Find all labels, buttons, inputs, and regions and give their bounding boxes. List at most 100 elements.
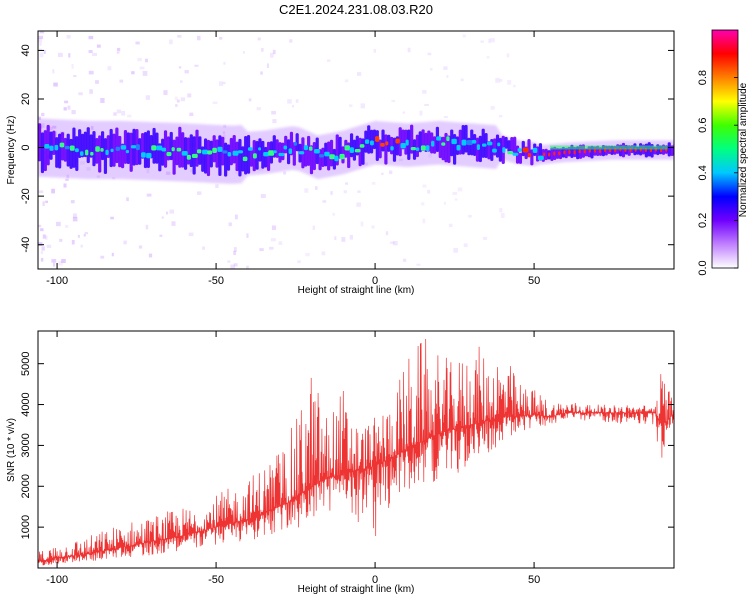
heatmap-noise-cell xyxy=(443,201,446,205)
spectrogram-frame xyxy=(37,30,675,270)
heatmap-noise-cell xyxy=(482,236,488,240)
heatmap-core-cell xyxy=(425,145,430,152)
heatmap-noise-cell xyxy=(495,77,500,83)
colorbar-gradient xyxy=(712,30,738,268)
heatmap-band-cell xyxy=(195,129,199,167)
heatmap-noise-cell xyxy=(107,66,112,71)
heatmap-noise-cell xyxy=(64,100,69,104)
heatmap-noise-cell xyxy=(63,183,67,188)
spectrogram-heatmap xyxy=(38,31,674,269)
heatmap-noise-cell xyxy=(272,49,276,55)
heatmap-core-cell xyxy=(395,138,400,144)
heatmap-core-cell xyxy=(49,145,54,151)
heatmap-noise-cell xyxy=(392,241,398,246)
heatmap-noise-cell xyxy=(137,57,142,62)
heatmap-noise-cell xyxy=(45,200,48,203)
heatmap-band-cell xyxy=(115,127,119,164)
heatmap-noise-cell xyxy=(292,104,295,108)
heatmap-noise-cell xyxy=(39,48,42,51)
heatmap-core-cell xyxy=(415,147,420,152)
colorbar-tick-label: 0.0 xyxy=(697,260,709,275)
heatmap-core-cell xyxy=(364,139,370,144)
heatmap-noise-cell xyxy=(116,47,121,52)
heatmap-noise-cell xyxy=(111,252,114,257)
heatmap-core-cell xyxy=(247,147,253,151)
snr-series-line xyxy=(38,338,674,566)
heatmap-noise-cell xyxy=(202,246,205,250)
heatmap-noise-cell xyxy=(116,51,120,54)
heatmap-noise-cell xyxy=(222,81,226,85)
heatmap-noise-cell xyxy=(360,221,364,227)
heatmap-band-cell xyxy=(281,142,285,161)
heatmap-core-cell xyxy=(492,148,497,153)
colorbar-tick-label: 0.8 xyxy=(697,70,709,85)
heatmap-noise-cell xyxy=(88,70,94,75)
heatmap-core-cell xyxy=(502,147,506,154)
heatmap-noise-cell xyxy=(77,234,80,238)
heatmap-noise-cell xyxy=(39,31,45,34)
heatmap-core-cell xyxy=(558,151,561,156)
heatmap-core-cell xyxy=(176,147,182,152)
heatmap-noise-cell xyxy=(189,112,194,117)
heatmap-core-cell xyxy=(130,145,137,149)
heatmap-noise-cell xyxy=(391,99,396,103)
heatmap-noise-cell xyxy=(180,97,186,102)
heatmap-noise-cell xyxy=(72,216,78,222)
heatmap-noise-cell xyxy=(40,257,44,262)
colorbar-tick-label: 0.6 xyxy=(697,118,709,133)
heatmap-noise-cell xyxy=(145,58,148,63)
heatmap-band-cell xyxy=(178,126,182,168)
heatmap-noise-cell xyxy=(402,258,407,262)
heatmap-band-cell xyxy=(432,136,437,154)
heatmap-noise-cell xyxy=(486,56,490,59)
heatmap-noise-cell xyxy=(65,178,69,181)
heatmap-core-cell xyxy=(100,148,104,152)
spectrogram-x-tick-label: -50 xyxy=(208,275,224,287)
heatmap-band-cell xyxy=(215,139,219,168)
heatmap-core-cell xyxy=(207,150,213,155)
heatmap-band-cell xyxy=(441,136,445,161)
heatmap-band-cell xyxy=(129,132,133,172)
heatmap-noise-cell xyxy=(389,170,393,175)
heatmap-band-cell xyxy=(266,141,271,171)
heatmap-band-cell xyxy=(507,140,511,153)
heatmap-noise-cell xyxy=(46,244,52,248)
heatmap-core-cell xyxy=(319,154,324,158)
heatmap-noise-cell xyxy=(96,44,101,48)
heatmap-core-cell xyxy=(288,148,293,154)
heatmap-noise-cell xyxy=(446,75,449,78)
heatmap-noise-cell xyxy=(38,190,44,194)
heatmap-band-cell xyxy=(146,130,150,169)
heatmap-noise-cell xyxy=(357,190,361,193)
heatmap-noise-cell xyxy=(506,53,510,58)
spectrogram-y-tick-label: -20 xyxy=(20,188,32,204)
heatmap-noise-cell xyxy=(422,218,426,224)
heatmap-core-cell xyxy=(598,148,602,153)
heatmap-noise-cell xyxy=(161,216,164,219)
heatmap-noise-cell xyxy=(121,110,126,116)
heatmap-noise-cell xyxy=(287,99,292,104)
heatmap-band-cell xyxy=(487,141,491,160)
heatmap-noise-cell xyxy=(176,99,180,103)
heatmap-core-cell xyxy=(588,148,591,153)
heatmap-band-cell xyxy=(235,141,239,172)
heatmap-noise-cell xyxy=(39,42,42,46)
heatmap-noise-cell xyxy=(52,69,55,74)
heatmap-band-cell xyxy=(367,125,371,154)
heatmap-noise-cell xyxy=(430,68,433,71)
heatmap-noise-cell xyxy=(38,35,44,40)
heatmap-core-cell xyxy=(324,151,330,157)
spectrogram-y-tick-label: 40 xyxy=(20,44,32,56)
heatmap-core-cell xyxy=(466,139,473,146)
heatmap-band-cell xyxy=(103,138,108,174)
heatmap-noise-cell xyxy=(56,221,61,227)
heatmap-band-cell xyxy=(378,139,382,159)
heatmap-noise-cell xyxy=(145,95,150,100)
heatmap-core-cell xyxy=(54,144,59,151)
heatmap-band-cell xyxy=(498,137,502,162)
heatmap-noise-cell xyxy=(480,40,485,43)
heatmap-noise-cell xyxy=(488,38,491,44)
heatmap-noise-cell xyxy=(269,246,274,250)
heatmap-noise-cell xyxy=(63,107,67,111)
heatmap-noise-cell xyxy=(51,188,55,194)
